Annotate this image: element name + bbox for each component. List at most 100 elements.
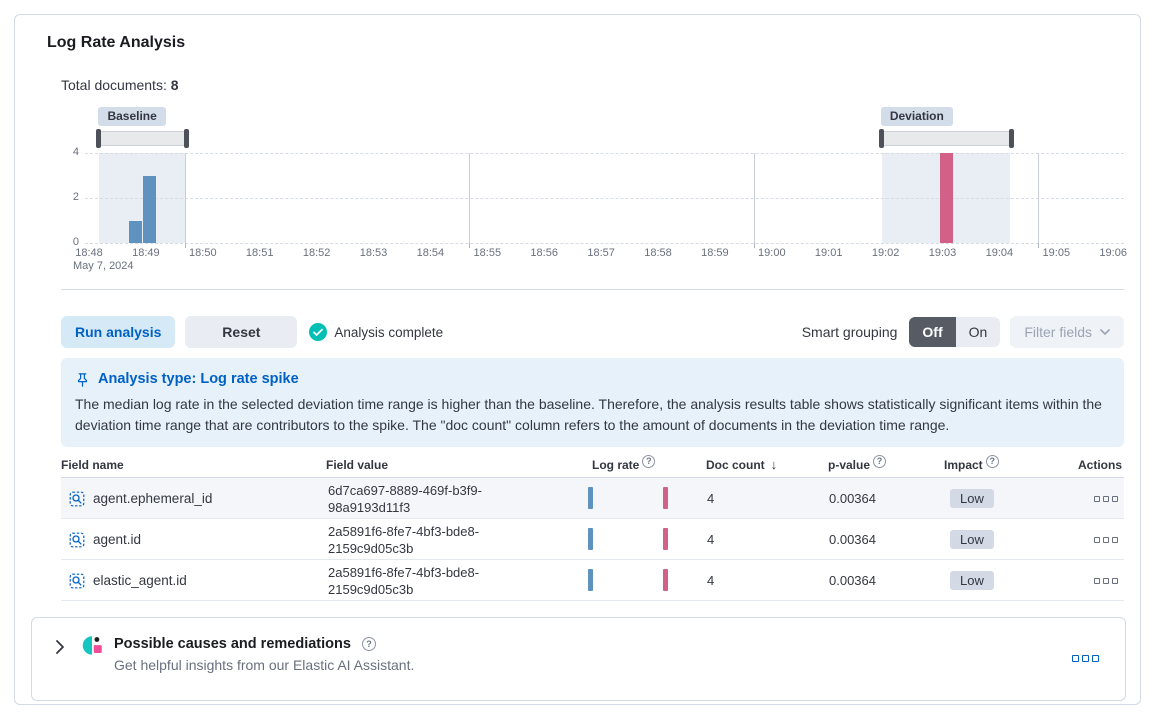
actions-cell [1062, 536, 1124, 543]
reset-button[interactable]: Reset [185, 316, 298, 348]
pin-icon [77, 372, 88, 387]
help-icon[interactable]: ? [642, 455, 656, 468]
y-axis-tick-label: 4 [72, 146, 79, 158]
table-row[interactable]: agent.id 2a5891f6-8fe7-4bf3-bde8-2159c9d0… [61, 519, 1124, 560]
panel-actions-menu[interactable] [1072, 655, 1099, 662]
log-rate-deviation-bar [663, 569, 668, 591]
help-icon[interactable]: ? [985, 455, 999, 468]
page-title: Log Rate Analysis [47, 34, 186, 51]
impact-cell: Low [942, 571, 1062, 590]
x-axis-tick-label: 18:53 [359, 247, 388, 259]
actions-cell [1062, 495, 1124, 502]
log-rate-cell [580, 519, 704, 560]
field-inspect-icon [69, 532, 85, 547]
log-rate-cell [580, 560, 704, 601]
x-axis-tick-label: 18:58 [644, 247, 672, 259]
log-rate-baseline-bar [588, 569, 593, 591]
x-axis-tick [469, 243, 471, 248]
x-axis-tick-label: 19:00 [758, 247, 786, 259]
baseline-brush-handle-left[interactable] [96, 129, 102, 148]
possible-causes-subtitle: Get helpful insights from our Elastic AI… [114, 657, 415, 673]
p-value-cell: 0.00364 [829, 532, 876, 547]
x-gridline [184, 153, 186, 243]
column-actions: Actions [1077, 457, 1122, 472]
column-doc-count[interactable]: Doc count ↓ [706, 457, 778, 472]
document-count-chart: Baseline Deviation 4 2 0 18:48 18:49 18:50 18:51… [61, 107, 1127, 277]
x-axis-date-label: May 7, 2024 [73, 260, 134, 272]
field-value-cell: 6d7ca697-8889-469f-b3f9-98a9193d11f3 [328, 482, 482, 515]
baseline-brush-handle-right[interactable] [183, 129, 189, 148]
column-field-name[interactable]: Field name [61, 457, 124, 472]
column-log-rate[interactable]: Log rate? [580, 455, 704, 472]
x-axis-tick-label: 19:01 [814, 247, 843, 259]
log-rate-baseline-bar [588, 528, 593, 550]
filter-fields-label: Filter fields [1024, 324, 1092, 340]
log-rate-cell [580, 478, 704, 519]
log-rate-deviation-bar [663, 528, 668, 550]
filter-fields-button[interactable]: Filter fields [1010, 316, 1124, 348]
impact-badge: Low [950, 571, 994, 590]
column-field-value[interactable]: Field value [326, 457, 389, 472]
table-body: agent.ephemeral_id 6d7ca697-8889-469f-b3f… [61, 478, 1124, 601]
field-inspect-icon [69, 573, 85, 588]
x-gridline [1038, 153, 1040, 243]
table-row[interactable]: agent.ephemeral_id 6d7ca697-8889-469f-b3f… [61, 478, 1124, 519]
callout-body: The median log rate in the selected devi… [75, 396, 1102, 433]
x-axis-tick [753, 243, 755, 248]
column-p-value[interactable]: p-value? [826, 455, 942, 472]
y-axis-tick-label: 2 [72, 191, 79, 203]
x-axis-tick-label: 19:05 [1042, 247, 1071, 259]
baseline-bar [128, 220, 142, 243]
deviation-badge: Deviation [880, 107, 953, 126]
smart-grouping-on[interactable]: On [955, 317, 1001, 347]
x-axis-tick-label: 18:52 [302, 247, 331, 259]
total-documents: Total documents: 8 [61, 75, 1094, 95]
analysis-status-text: Analysis complete [334, 324, 444, 340]
chevron-right-icon[interactable] [55, 639, 65, 655]
smart-grouping-off[interactable]: Off [909, 317, 956, 347]
table-row[interactable]: elastic_agent.id 2a5891f6-8fe7-4bf3-bde8-… [61, 560, 1124, 601]
doc-count-cell: 4 [707, 532, 715, 547]
help-icon[interactable]: ? [361, 637, 376, 651]
analysis-type-callout: Analysis type: Log rate spike The median… [61, 358, 1124, 447]
field-value-cell: 2a5891f6-8fe7-4bf3-bde8-2159c9d05c3b [328, 564, 480, 597]
column-impact[interactable]: Impact? [942, 455, 1062, 472]
x-axis-tick-label: 18:56 [530, 247, 558, 259]
row-actions-menu[interactable] [1094, 495, 1118, 502]
results-table: Field name Field value Log rate? Doc cou… [61, 455, 1124, 601]
x-gridline [753, 153, 755, 243]
deviation-brush-track[interactable] [879, 131, 1012, 146]
field-value-cell: 2a5891f6-8fe7-4bf3-bde8-2159c9d05c3b [328, 523, 480, 556]
x-axis-tick-label: 19:03 [928, 247, 957, 259]
x-axis-tick-label: 18:59 [701, 247, 729, 259]
x-axis-tick [184, 243, 186, 248]
x-axis-tick [1038, 243, 1040, 248]
deviation-brush-handle-right[interactable] [1008, 129, 1014, 148]
baseline-brush-track[interactable] [97, 131, 187, 146]
impact-badge: Low [950, 489, 994, 508]
x-axis-tick-label: 18:51 [245, 247, 274, 259]
elastic-ai-assistant-icon [82, 636, 102, 655]
doc-count-cell: 4 [707, 573, 715, 588]
x-axis-tick-label: 19:06 [1099, 247, 1127, 259]
toolbar: Run analysis Reset Analysis complete Sma… [61, 316, 1124, 348]
x-axis-tick-label: 19:04 [985, 247, 1014, 259]
deviation-brush-handle-left[interactable] [878, 129, 884, 148]
possible-causes-panel[interactable]: Possible causes and remediations ? Get h… [31, 617, 1126, 701]
row-actions-menu[interactable] [1094, 536, 1118, 543]
y-gridline [85, 198, 1124, 199]
analysis-status: Analysis complete [309, 323, 443, 341]
total-documents-value: 8 [170, 77, 179, 93]
help-icon[interactable]: ? [873, 455, 887, 468]
table-header: Field name Field value Log rate? Doc cou… [61, 455, 1124, 478]
impact-badge: Low [950, 530, 994, 549]
log-rate-baseline-bar [588, 487, 593, 509]
p-value-cell: 0.00364 [829, 491, 876, 506]
y-axis-tick-label: 0 [72, 236, 79, 248]
row-actions-menu[interactable] [1094, 577, 1118, 584]
run-analysis-button[interactable]: Run analysis [61, 316, 176, 348]
log-rate-deviation-bar [663, 487, 668, 509]
field-inspect-icon [69, 491, 85, 506]
divider [61, 289, 1124, 290]
smart-grouping-toggle: Off On [909, 317, 1001, 347]
